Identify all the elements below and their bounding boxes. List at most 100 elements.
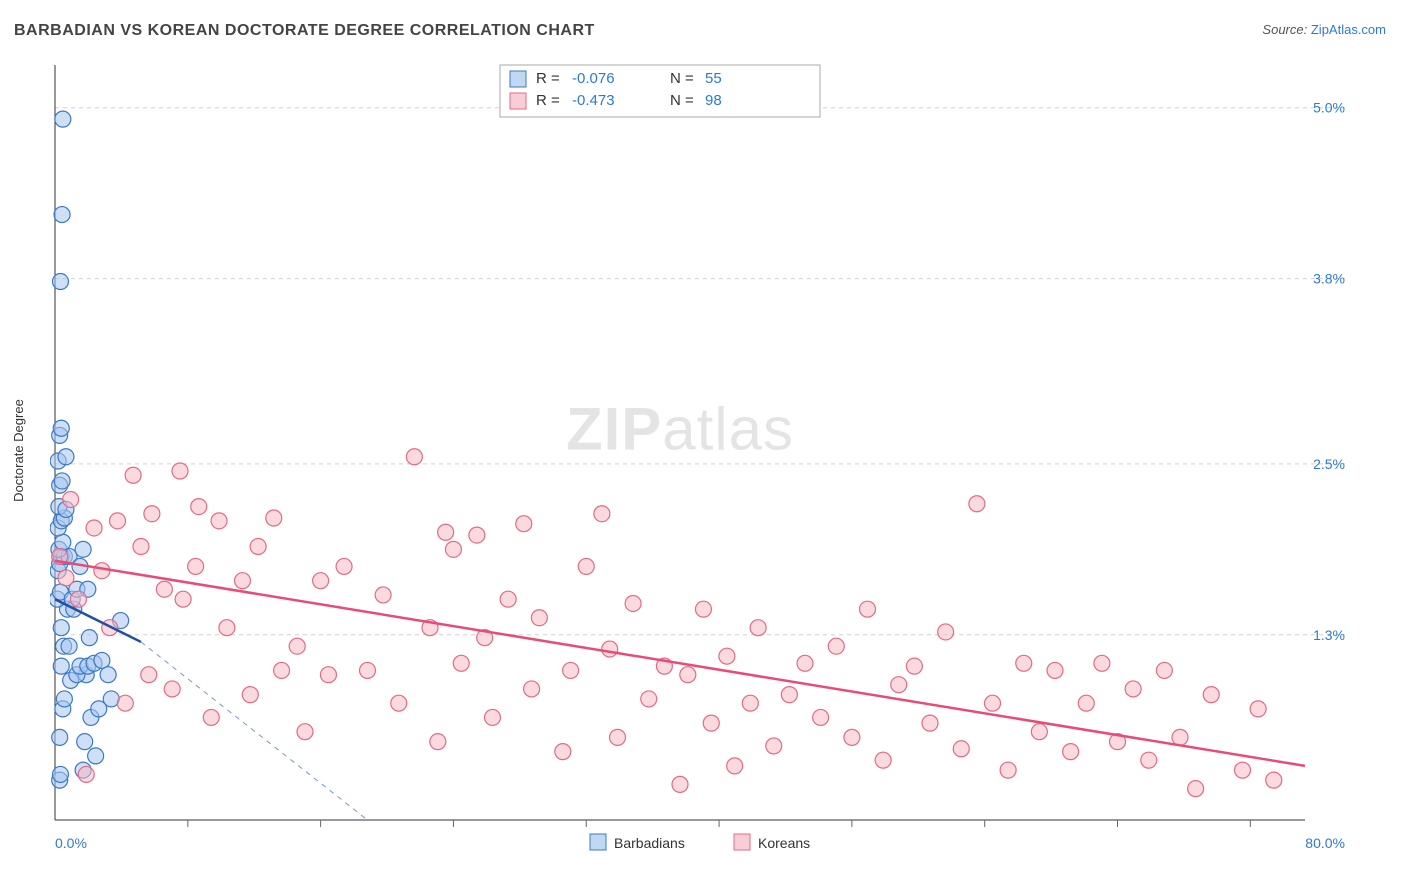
source-link[interactable]: ZipAtlas.com — [1311, 22, 1386, 37]
data-point — [360, 662, 376, 678]
legend-n-label: N = — [670, 92, 694, 109]
legend-r-label: R = — [536, 92, 560, 109]
data-point — [703, 715, 719, 731]
legend-n-value: 55 — [705, 70, 722, 87]
data-point — [88, 748, 104, 764]
data-point — [266, 510, 282, 526]
data-point — [469, 527, 485, 543]
data-point — [313, 573, 329, 589]
data-point — [86, 520, 102, 536]
data-point — [1000, 762, 1016, 778]
data-point — [117, 695, 133, 711]
data-point — [1188, 781, 1204, 797]
data-point — [578, 558, 594, 574]
bottom-legend-swatch — [590, 834, 606, 850]
source-attribution: Source: ZipAtlas.com — [1262, 22, 1386, 37]
data-point — [844, 729, 860, 745]
data-point — [1094, 655, 1110, 671]
chart-title: BARBADIAN VS KOREAN DOCTORATE DEGREE COR… — [14, 22, 595, 40]
data-point — [141, 667, 157, 683]
data-point — [75, 541, 91, 557]
data-point — [94, 652, 110, 668]
data-point — [969, 496, 985, 512]
data-point — [828, 638, 844, 654]
data-point — [63, 491, 79, 507]
data-point — [52, 766, 68, 782]
x-axis-min-label: 0.0% — [55, 835, 87, 851]
legend-n-label: N = — [670, 70, 694, 87]
data-point — [906, 658, 922, 674]
data-point — [156, 581, 172, 597]
data-point — [188, 558, 204, 574]
scatter-chart: 1.3%2.5%3.8%5.0%0.0%80.0%ZIPatlasR =-0.0… — [50, 60, 1350, 890]
data-point — [602, 641, 618, 657]
data-point — [320, 667, 336, 683]
trend-line — [55, 561, 1305, 766]
data-point — [485, 709, 501, 725]
data-point — [813, 709, 829, 725]
data-point — [742, 695, 758, 711]
data-point — [94, 563, 110, 579]
data-point — [1172, 729, 1188, 745]
bottom-legend-label: Barbadians — [614, 835, 685, 851]
y-axis-label: Doctorate Degree — [8, 60, 28, 840]
data-point — [1125, 681, 1141, 697]
data-point — [781, 687, 797, 703]
data-point — [524, 681, 540, 697]
data-point — [144, 506, 160, 522]
plot-area: 1.3%2.5%3.8%5.0%0.0%80.0%ZIPatlasR =-0.0… — [50, 60, 1350, 840]
data-point — [680, 667, 696, 683]
data-point — [61, 638, 77, 654]
data-point — [211, 513, 227, 529]
data-point — [500, 591, 516, 607]
y-axis-label-text: Doctorate Degree — [11, 399, 26, 502]
data-point — [1063, 744, 1079, 760]
data-point — [219, 620, 235, 636]
data-point — [1156, 662, 1172, 678]
data-point — [555, 744, 571, 760]
data-point — [58, 570, 74, 586]
data-point — [1047, 662, 1063, 678]
y-tick-label: 2.5% — [1313, 456, 1345, 472]
data-point — [531, 610, 547, 626]
data-point — [191, 499, 207, 515]
data-point — [78, 766, 94, 782]
data-point — [58, 449, 74, 465]
watermark: ZIPatlas — [566, 396, 794, 463]
data-point — [56, 691, 72, 707]
data-point — [766, 738, 782, 754]
data-point — [1031, 724, 1047, 740]
data-point — [610, 729, 626, 745]
data-point — [641, 691, 657, 707]
legend-swatch — [510, 93, 526, 109]
data-point — [453, 655, 469, 671]
source-label: Source: — [1262, 22, 1307, 37]
bottom-legend-label: Koreans — [758, 835, 810, 851]
data-point — [438, 524, 454, 540]
y-tick-label: 3.8% — [1313, 271, 1345, 287]
data-point — [1235, 762, 1251, 778]
data-point — [1250, 701, 1266, 717]
data-point — [672, 776, 688, 792]
data-point — [938, 624, 954, 640]
data-point — [110, 513, 126, 529]
data-point — [1141, 752, 1157, 768]
data-point — [375, 587, 391, 603]
data-point — [875, 752, 891, 768]
data-point — [133, 538, 149, 554]
data-point — [52, 274, 68, 290]
data-point — [55, 111, 71, 127]
data-point — [516, 516, 532, 532]
data-point — [175, 591, 191, 607]
data-point — [1078, 695, 1094, 711]
data-point — [81, 630, 97, 646]
legend-r-label: R = — [536, 70, 560, 87]
data-point — [70, 591, 86, 607]
legend-r-value: -0.473 — [572, 92, 615, 109]
data-point — [797, 655, 813, 671]
data-point — [125, 467, 141, 483]
data-point — [53, 620, 69, 636]
data-point — [727, 758, 743, 774]
data-point — [250, 538, 266, 554]
data-point — [77, 734, 93, 750]
